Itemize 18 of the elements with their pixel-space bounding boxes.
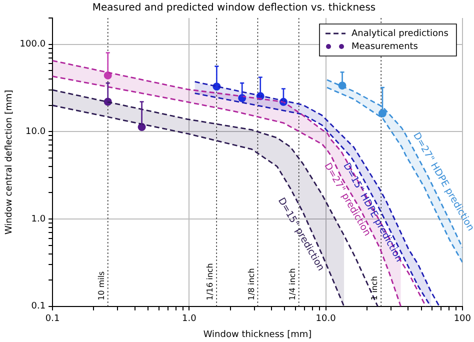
legend-label: Measurements [352,42,418,52]
x-tick-label: 1.0 [182,314,197,324]
y-tick-label: 100.0 [20,40,46,50]
legend-label: Analytical predictions [352,28,449,39]
y-tick-label: 1.0 [31,214,46,224]
y-tick-label: 10.0 [26,127,46,138]
chart-title: Measured and predicted window deflection vs. thickness [92,2,376,14]
x-tick-label: 100 [454,314,472,324]
x-axis-title: Window thickness [mm] [203,330,312,340]
ref-line-label: 1 inch [370,276,380,300]
y-tick-label: 0.1 [31,302,46,312]
x-tick-label: 10.0 [316,314,336,324]
ref-line-label: 1/16 inch [206,263,215,300]
y-axis-title: Window central deflection [mm] [4,90,15,235]
ref-line-label: 10 mils [96,271,106,300]
ref-line-label: 1/4 inch [288,268,297,300]
x-tick-label: 0.1 [45,314,60,324]
ref-line-label: 1/8 inch [246,268,256,300]
